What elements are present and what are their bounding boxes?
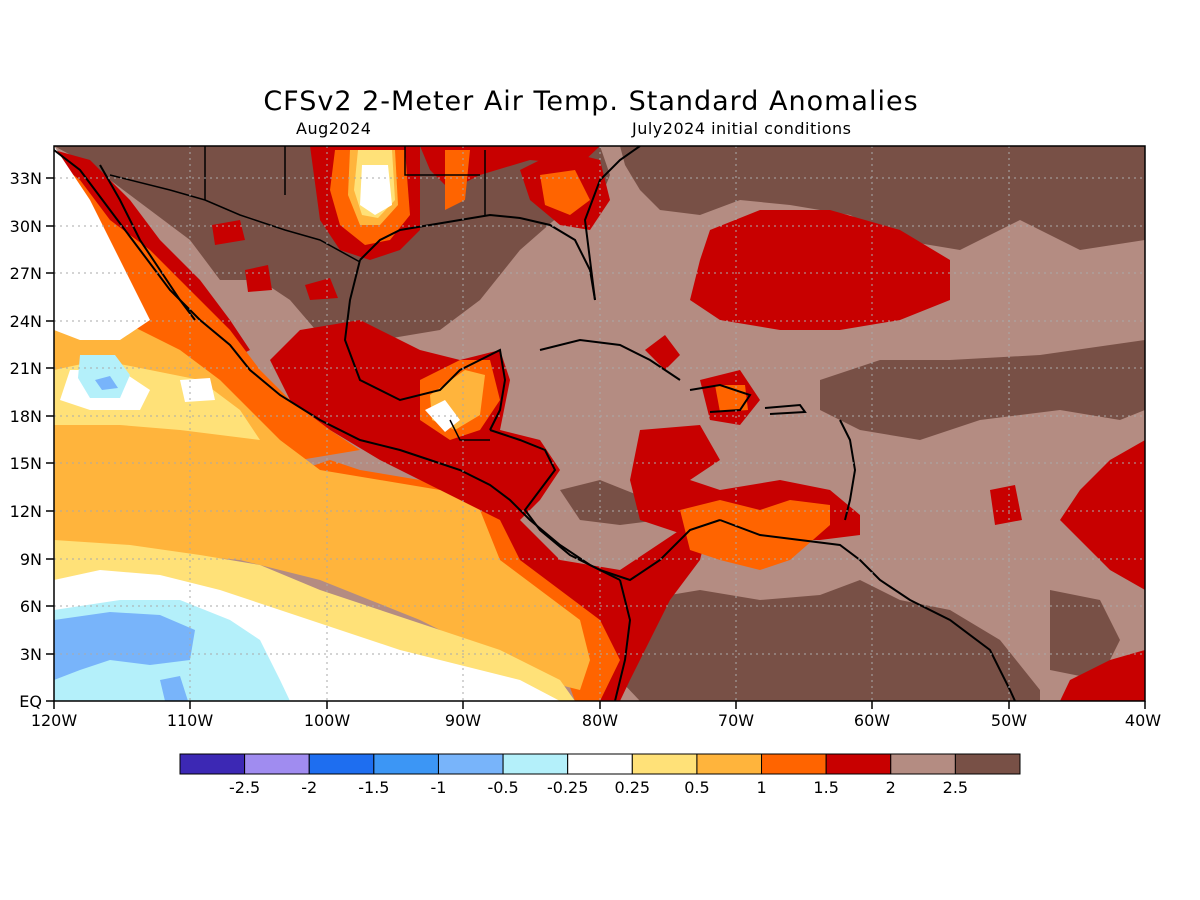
lat-label-30n: 30N: [10, 217, 42, 236]
colorbar-swatch: [567, 753, 633, 775]
colorbar-swatch: [502, 753, 569, 775]
anomaly-gt25-east-atlantic: [820, 340, 1145, 440]
colorbar-tick-label: 1.5: [813, 778, 838, 797]
map-title: CFSv2 2-Meter Air Temp. Standard Anomali…: [263, 86, 919, 117]
anomaly-gt25-south-america: [620, 580, 1040, 701]
colorbar-tick-label: -2: [301, 778, 317, 797]
anomaly-2-atlantic-blob: [690, 210, 950, 330]
anomaly-2-cuba-spot: [645, 335, 680, 370]
coastline-us-gulf: [359, 213, 596, 301]
colorbar-swatch: [308, 753, 375, 775]
colorbar-tick-label: -0.25: [547, 778, 588, 797]
graticule: [54, 146, 1145, 701]
lon-label-90w: 90W: [445, 711, 481, 730]
anomaly-gt25-north-atlantic: [620, 146, 1145, 250]
anomaly-2-central-atl: [990, 485, 1022, 525]
anomaly-15-caribbean-sa: [680, 500, 830, 570]
valid-month-label: Aug2024: [296, 119, 372, 138]
coastline-south-america-west: [614, 579, 632, 701]
anomaly-gt25-sa-east: [1050, 590, 1120, 680]
colorbar-swatch: [373, 753, 439, 775]
lon-label-60w: 60W: [854, 711, 890, 730]
colorbar-tick-label: -2.5: [229, 778, 260, 797]
colorbar-swatch: [631, 753, 698, 775]
lat-label-3n: 3N: [20, 645, 42, 664]
coastline-mexico-west: [54, 149, 621, 581]
anomaly-neg05-pacific: [54, 612, 195, 680]
anomaly-2-ne-sa: [1060, 650, 1145, 701]
anomaly-15-se-us: [445, 150, 590, 215]
colorbar-tick-label: 0.5: [684, 778, 709, 797]
lat-label-33n: 33N: [10, 169, 42, 188]
lon-label-50w: 50W: [991, 711, 1027, 730]
colorbar-tick-label: 2.5: [943, 778, 968, 797]
anomaly-2-mex-spots: [212, 220, 338, 300]
colorbar-tick-label: 2: [886, 778, 896, 797]
lat-label-15n: 15N: [10, 454, 42, 473]
colorbar-swatch: [696, 753, 763, 775]
coastline-central-america: [489, 429, 721, 582]
colorbar: -2.5 -2 -1.5 -1 -0.5 -0.25 0.25 0.5 1 1.5 2 2.5: [179, 753, 1021, 797]
lat-label-18n: 18N: [10, 407, 42, 426]
coastline-puerto-rico: [764, 403, 807, 415]
lon-label-70w: 70W: [718, 711, 754, 730]
coastline-florida-east: [583, 146, 641, 301]
colorbar-tick-label: -1.5: [358, 778, 389, 797]
longitude-labels: 120W 110W 100W 90W 80W 70W 60W 50W 40W: [31, 711, 1161, 730]
lat-label-24n: 24N: [10, 312, 42, 331]
colorbar-tick-label: -0.5: [487, 778, 518, 797]
latitude-labels: 33N 30N 27N 24N 21N 18N 15N 12N 9N 6N 3N…: [10, 169, 42, 711]
border-us-states: [204, 146, 486, 215]
colorbar-swatch: [954, 753, 1021, 775]
colorbar-tick-label: 1: [756, 778, 766, 797]
anomaly-neutral-baja-west: [54, 146, 150, 340]
lon-label-40w: 40W: [1125, 711, 1161, 730]
lat-label-6n: 6N: [20, 597, 42, 616]
anomaly-neutral-texas: [360, 165, 392, 215]
lat-label-21n: 21N: [10, 359, 42, 378]
initial-conditions-label: July2024 initial conditions: [632, 119, 852, 138]
colorbar-swatch: [179, 753, 246, 775]
coastline-cuba: [539, 338, 681, 381]
coastline-baja: [99, 164, 196, 321]
coastline-antilles: [839, 419, 857, 521]
colorbar-swatch: [890, 753, 956, 775]
lon-label-110w: 110W: [167, 711, 214, 730]
lat-label-eq: EQ: [19, 692, 42, 711]
lon-label-100w: 100W: [304, 711, 351, 730]
colorbar-swatch: [437, 753, 504, 775]
lon-label-80w: 80W: [582, 711, 618, 730]
anomaly-gt25-mexico-usa: [54, 146, 610, 340]
coastline-south-america-north: [719, 519, 1016, 701]
lat-label-9n: 9N: [20, 550, 42, 569]
colorbar-tick-label: 0.25: [614, 778, 650, 797]
colorbar-swatch: [761, 753, 827, 775]
lat-label-27n: 27N: [10, 264, 42, 283]
colorbar-swatch: [244, 753, 310, 775]
coastline-hispaniola: [689, 383, 752, 413]
axis-ticks: [46, 177, 1146, 709]
anomaly-field: [54, 146, 1145, 701]
lon-label-120w: 120W: [31, 711, 78, 730]
anomaly-2-southeast-blob: [1060, 440, 1145, 590]
colorbar-tick-label: -1: [430, 778, 446, 797]
coastline-gulf: [343, 259, 507, 431]
border-guatemala: [449, 419, 490, 441]
lat-label-12n: 12N: [10, 502, 42, 521]
coastlines: [54, 146, 1016, 701]
border-us-mexico: [109, 174, 361, 263]
anomaly-gt25-caribbean: [560, 480, 660, 525]
colorbar-swatch: [825, 753, 892, 775]
